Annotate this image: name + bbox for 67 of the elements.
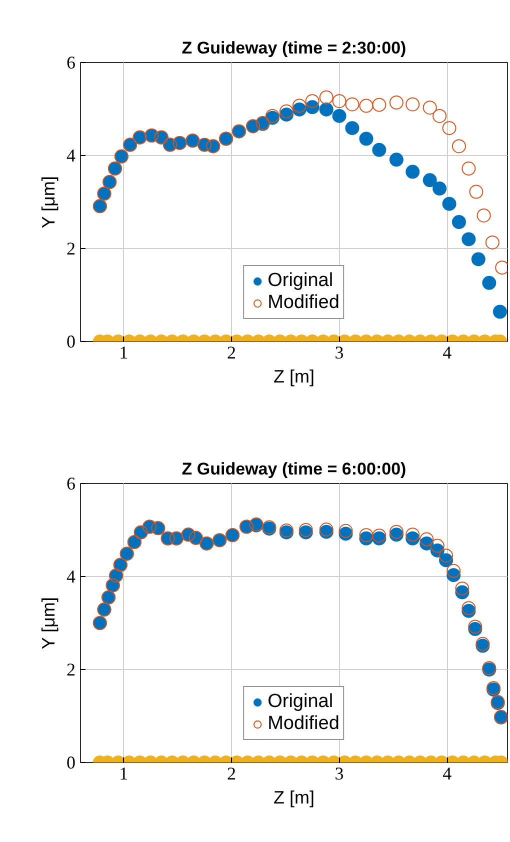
point xyxy=(359,98,374,113)
y-tick-label: 6 xyxy=(66,474,76,494)
point xyxy=(468,620,482,634)
chart-title: Z Guideway (time = 6:00:00) xyxy=(182,460,406,478)
point xyxy=(462,162,476,176)
x-axis-title: Z [m] xyxy=(274,788,315,808)
point xyxy=(298,523,313,537)
point xyxy=(372,98,386,112)
point xyxy=(422,100,437,115)
point xyxy=(462,601,476,616)
x-tick-label: 3 xyxy=(334,764,344,784)
legend-label: Original xyxy=(268,270,334,292)
x-tick-label: 2 xyxy=(226,764,236,784)
point xyxy=(389,524,404,539)
point xyxy=(319,102,334,116)
point xyxy=(452,139,466,154)
point xyxy=(446,564,461,578)
point xyxy=(432,182,447,196)
point xyxy=(372,142,386,157)
y-tick-label: 2 xyxy=(66,660,76,680)
chart-title: Z Guideway (time = 2:30:00) xyxy=(182,38,406,58)
point xyxy=(305,94,320,108)
y-axis-title: Y [μm] xyxy=(38,597,58,650)
y-tick-label: 4 xyxy=(66,146,76,166)
point xyxy=(442,196,456,211)
legend-label: Modified xyxy=(268,292,340,314)
point xyxy=(345,97,360,112)
point xyxy=(442,121,456,136)
point xyxy=(279,104,294,118)
y-tick-label: 0 xyxy=(66,752,76,772)
point xyxy=(455,582,470,596)
x-tick-label: 4 xyxy=(442,764,452,784)
point xyxy=(372,528,386,543)
point xyxy=(432,108,447,123)
x-tick-label: 4 xyxy=(442,342,452,362)
y-tick-label: 0 xyxy=(66,332,76,352)
point xyxy=(469,184,484,199)
point xyxy=(476,208,491,222)
point xyxy=(406,97,420,112)
point xyxy=(406,164,420,179)
point xyxy=(439,548,454,563)
point xyxy=(430,538,444,553)
point xyxy=(359,132,374,146)
x-tick-label: 3 xyxy=(334,342,344,362)
x-tick-label: 2 xyxy=(226,342,236,362)
legend-label: Original xyxy=(268,691,334,713)
legend-label: Modified xyxy=(268,713,340,735)
point xyxy=(359,528,374,542)
point xyxy=(389,152,404,167)
x-tick-label: 1 xyxy=(119,342,128,362)
point xyxy=(292,98,306,113)
point xyxy=(319,90,334,104)
point xyxy=(345,121,360,136)
y-tick-label: 4 xyxy=(66,566,76,586)
y-tick-label: 6 xyxy=(66,52,76,72)
x-axis-title: Z [m] xyxy=(274,366,315,386)
point xyxy=(420,532,434,546)
point xyxy=(332,108,346,123)
point xyxy=(389,96,404,110)
point xyxy=(406,528,420,542)
point xyxy=(332,94,346,108)
point xyxy=(452,215,466,229)
y-axis-title: Y [μm] xyxy=(38,176,58,228)
point xyxy=(338,524,353,538)
x-tick-label: 1 xyxy=(119,764,128,784)
y-tick-label: 2 xyxy=(66,238,76,258)
point xyxy=(422,173,437,188)
